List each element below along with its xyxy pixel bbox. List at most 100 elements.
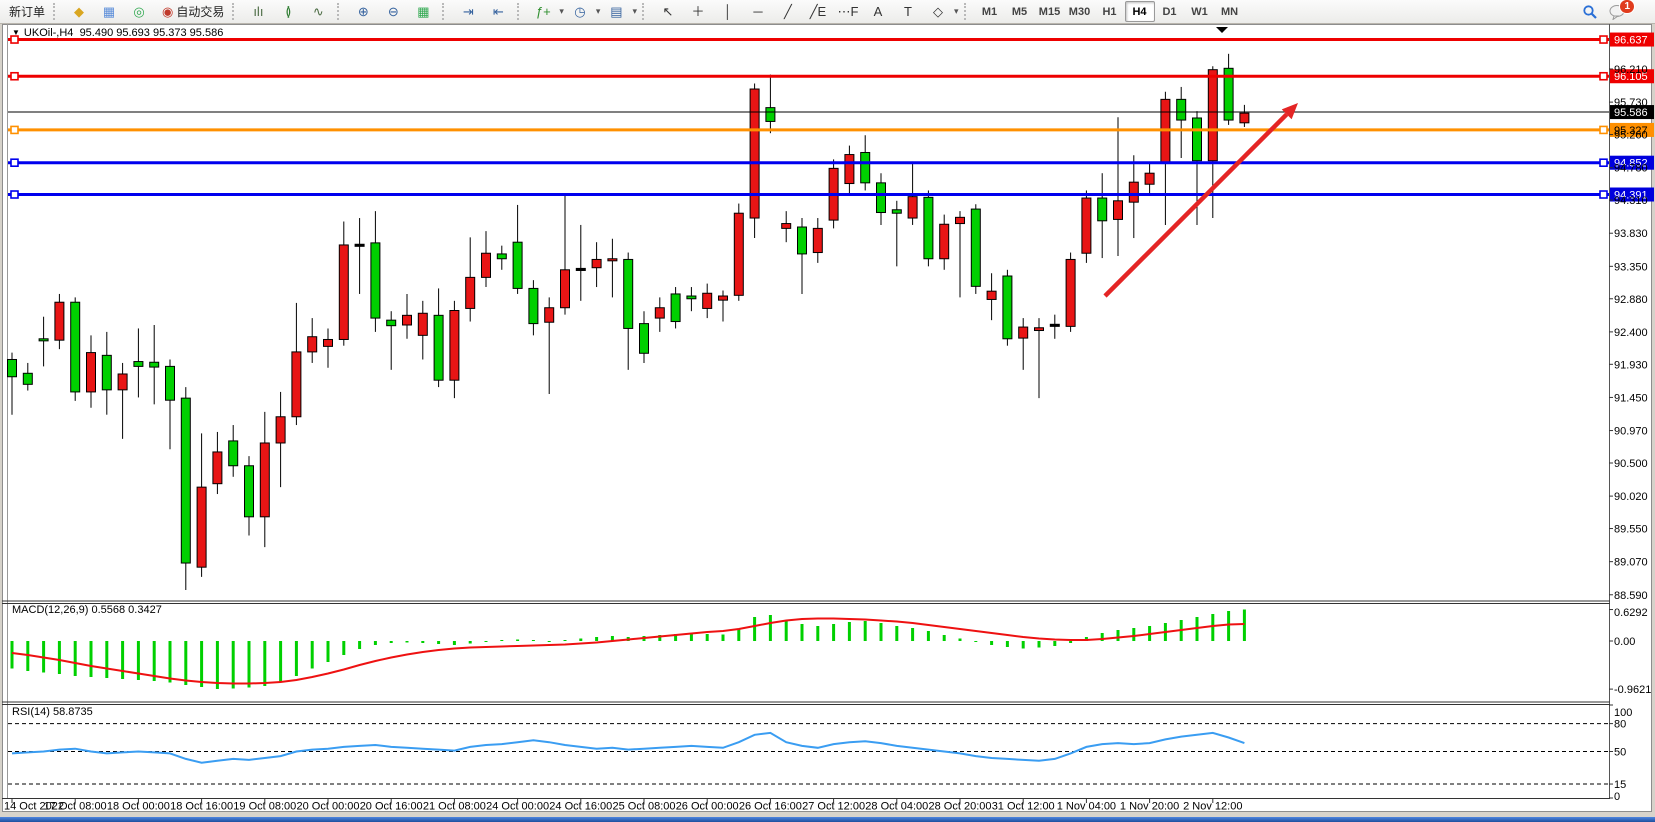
fibonacci-button[interactable]: ⋯F [833,1,863,22]
indicators-dropdown-icon[interactable]: ▾ [559,6,564,16]
rsi-axis-label: 50 [1614,747,1626,759]
candle [323,338,333,347]
candle [54,301,65,341]
macd-axis-label: -0.9621 [1614,684,1651,696]
auto-trading-label: 自动交易 [176,5,225,19]
horizontal-line-button[interactable]: ─ [743,1,773,22]
shapes-dropdown-icon[interactable]: ▾ [953,6,959,16]
rsi-line [11,731,1245,764]
channel-icon: ╱E [809,4,827,19]
trendline-icon: ╱ [784,4,792,19]
templates-button[interactable]: ▤ [601,1,631,22]
candle [512,241,523,289]
candlestick-chart-button[interactable]: ≬ [273,1,303,22]
crosshair-button[interactable]: ＋ [683,1,713,22]
trend-arrow[interactable] [1103,112,1289,298]
zoom-in-icon: ⊕ [357,4,369,19]
candle [560,269,570,309]
chart-title[interactable]: ▼ UKOil-,H4 95.490 95.693 95.373 95.586 [12,27,223,39]
line-anchor[interactable] [1599,125,1608,135]
trendline-button[interactable]: ╱ [773,1,803,22]
notification-badge: 1 [1619,0,1635,14]
timeframe-d1-button[interactable]: D1 [1162,5,1177,18]
bar-chart-button[interactable]: ılı [243,1,273,22]
price-tick-label: 90.970 [1614,426,1648,438]
auto-scroll-button[interactable]: ⇥ [453,1,483,22]
line-anchor[interactable] [1599,158,1608,168]
candle [1207,69,1218,162]
channel-button[interactable]: ╱E [803,1,833,22]
indicators-button[interactable]: ƒ+ [528,1,558,22]
toolbar-separator [442,3,449,20]
templates-dropdown-icon[interactable]: ▾ [632,6,637,16]
timeframe-mn-button[interactable]: MN [1220,5,1239,18]
timeframe-m5-button[interactable]: M5 [1011,5,1028,18]
price-badge-value: 96.105 [1614,71,1648,83]
zoom-in-button[interactable]: ⊕ [348,1,378,22]
templates-icon: ▤ [610,4,623,19]
periods-clock-dropdown-icon[interactable]: ▾ [595,6,601,16]
candle [876,182,886,214]
trend-arrow-head[interactable] [1281,103,1298,120]
notifications-button[interactable]: 1 [1605,0,1647,22]
line-anchor[interactable] [1599,71,1608,81]
line-anchor[interactable] [1599,190,1608,199]
candle [1034,327,1044,332]
symbol-dropdown-icon[interactable]: ▼ [12,28,20,37]
timeframe-h1-button[interactable]: H1 [1102,5,1117,18]
profiles-button[interactable]: ◆ [64,1,94,22]
new-order-button[interactable]: 新订单 [2,1,49,22]
text-label-button[interactable]: T [893,1,923,22]
chart-shift-button[interactable]: ⇤ [483,1,513,22]
text-button[interactable]: A [863,1,893,22]
vertical-line-icon: │ [723,4,733,19]
timeframe-w1-button[interactable]: W1 [1191,5,1208,18]
shapes-button[interactable]: ◇ [923,1,953,22]
candle [923,196,934,260]
main-toolbar: 新订单 ◆ ▦ ◎ ◉ 自动交易 ılı ≬ ∿ ⊕ ⊖ ▦ ⇥ ⇤ ƒ+ ▾ ◷ ▾ ▤ ▾ ↖ ＋ │ ─… [0,0,1655,24]
price-tick-label: 93.830 [1614,228,1648,240]
rsi-axis-label: 80 [1614,719,1626,731]
rsi-axis-label: 0 [1614,791,1620,803]
candle [797,226,807,255]
charts-window-button[interactable]: ▦ [94,1,124,22]
horizontal-line-icon: ─ [753,4,763,19]
time-tick-label: 18 Oct 16:00 [170,801,233,813]
line-anchor[interactable] [10,190,19,199]
price-tick-label: 95.730 [1614,97,1648,109]
line-anchor[interactable] [10,158,19,168]
time-tick-label: 26 Oct 16:00 [739,801,802,813]
chart-symbol-period: UKOil-,H4 [23,27,74,39]
price-tick-label: 89.070 [1614,557,1648,569]
candle [1097,197,1108,222]
signals-button[interactable]: ◎ [124,1,154,22]
line-chart-button[interactable]: ∿ [303,1,333,22]
timeframe-m1-button[interactable]: M1 [981,5,998,18]
candlestick-chart-icon: ≬ [285,4,292,19]
shapes-icon: ◇ [932,4,943,19]
candle [1081,197,1092,254]
line-anchor[interactable] [10,125,19,135]
tile-windows-button[interactable]: ▦ [408,1,438,22]
timeframe-m30-button[interactable]: M30 [1068,5,1091,18]
line-anchor[interactable] [10,35,19,44]
line-anchor[interactable] [1599,35,1608,44]
rsi-indicator-label: RSI(14) 58.8735 [12,706,93,718]
candle [417,312,428,336]
cursor-button[interactable]: ↖ [653,1,683,22]
search-button[interactable] [1575,1,1605,22]
timeframe-h4-button[interactable]: H4 [1124,1,1155,22]
vertical-line-button[interactable]: │ [713,1,743,22]
price-tick-label: 92.880 [1614,294,1648,306]
candle [386,319,397,327]
chart-shift-icon: ⇤ [492,4,504,19]
time-tick-label: 28 Oct 20:00 [929,801,992,813]
candle [1223,67,1234,121]
candles-layer [7,53,1250,590]
zoom-out-button[interactable]: ⊖ [378,1,408,22]
timeframe-m15-button[interactable]: M15 [1038,5,1061,18]
line-anchor[interactable] [10,71,19,81]
auto-trading-button[interactable]: ◉ 自动交易 [158,1,228,22]
periods-clock-button[interactable]: ◷ [565,1,595,22]
